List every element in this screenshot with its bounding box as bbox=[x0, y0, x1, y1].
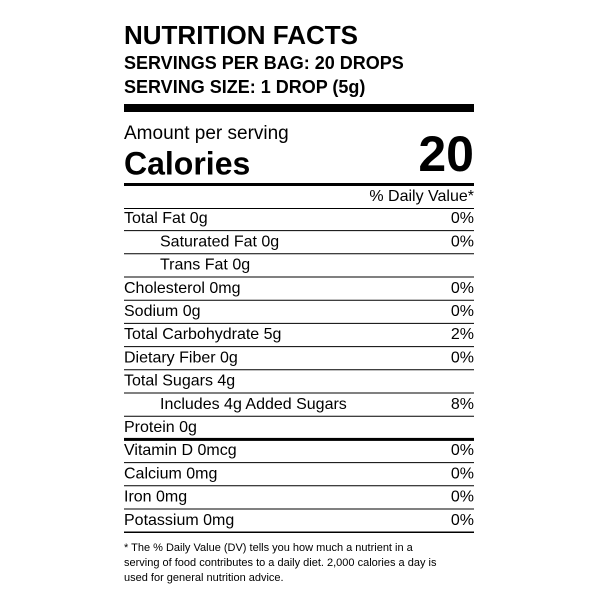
daily-value: 0% bbox=[451, 442, 474, 459]
title: NUTRITION FACTS bbox=[124, 20, 358, 50]
footnote-line: * The % Daily Value (DV) tells you how m… bbox=[124, 542, 414, 554]
footnote: * The % Daily Value (DV) tells you how m… bbox=[124, 542, 437, 584]
nutrient-label: Total Fat 0g bbox=[124, 210, 208, 227]
divider bbox=[124, 183, 474, 186]
amount-label: Amount per serving bbox=[124, 123, 289, 144]
servings: SERVINGS PER BAG: 20 DROPS bbox=[124, 53, 404, 73]
daily-value: 0% bbox=[451, 280, 474, 297]
daily-value: 0% bbox=[451, 233, 474, 250]
daily-value: 0% bbox=[451, 465, 474, 482]
daily-value: 0% bbox=[451, 210, 474, 227]
nutrient-label: Sodium 0g bbox=[124, 303, 201, 320]
footnote-line: serving of food contributes to a daily d… bbox=[124, 557, 437, 569]
footnote-line: used for general nutrition advice. bbox=[124, 572, 284, 584]
calories-label: Calories bbox=[124, 145, 250, 181]
thick-divider bbox=[124, 437, 474, 441]
daily-value: 2% bbox=[451, 326, 474, 343]
nutrient-label: Potassium 0mg bbox=[124, 512, 234, 529]
nutrient-label: Iron 0mg bbox=[124, 489, 187, 506]
daily-value: 8% bbox=[451, 396, 474, 413]
daily-value: 0% bbox=[451, 303, 474, 320]
nutrient-label: Total Sugars 4g bbox=[124, 373, 235, 390]
nutrient-label: Includes 4g Added Sugars bbox=[160, 396, 347, 413]
daily-value: 0% bbox=[451, 489, 474, 506]
nutrient-label: Vitamin D 0mcg bbox=[124, 442, 237, 459]
nutrient-label: Total Carbohydrate 5g bbox=[124, 326, 281, 343]
nutrient-label: Cholesterol 0mg bbox=[124, 280, 241, 297]
serving-size: SERVING SIZE: 1 DROP (5g) bbox=[124, 77, 365, 97]
daily-value: 0% bbox=[451, 512, 474, 529]
thick-divider bbox=[124, 104, 474, 112]
nutrient-label: Trans Fat 0g bbox=[160, 257, 250, 274]
daily-value: 0% bbox=[451, 349, 474, 366]
daily-value-header: % Daily Value* bbox=[369, 188, 474, 205]
nutrient-label: Protein 0g bbox=[124, 419, 197, 436]
rows: Total Fat 0g 0% Saturated Fat 0g 0% Trans Fa… bbox=[124, 210, 474, 533]
nutrient-label: Saturated Fat 0g bbox=[160, 233, 279, 250]
calories-value: 20 bbox=[418, 126, 474, 182]
nutrient-label: Calcium 0mg bbox=[124, 465, 217, 482]
nutrient-label: Dietary Fiber 0g bbox=[124, 349, 238, 366]
